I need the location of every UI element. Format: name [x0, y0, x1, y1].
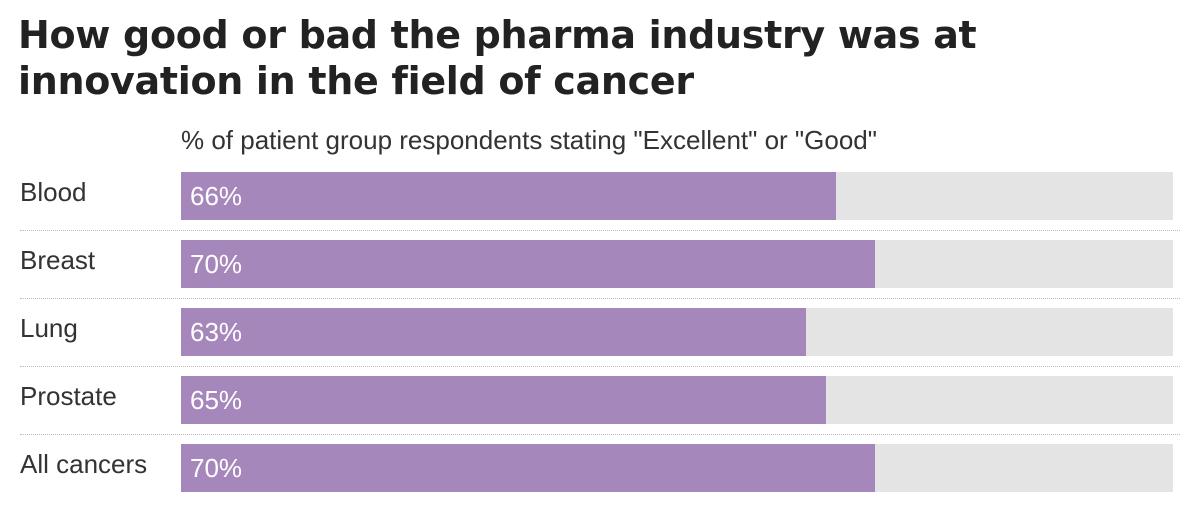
bar-value-label: 63%	[190, 317, 243, 347]
category-label: Blood	[20, 177, 87, 207]
bar-row: Lung 63%	[0, 308, 1200, 356]
bar: 66%	[181, 172, 836, 220]
bar-row: Prostate 65%	[0, 376, 1200, 424]
bar-track: 70%	[181, 240, 1173, 288]
bar: 65%	[181, 376, 826, 424]
chart-subtitle: % of patient group respondents stating "…	[181, 125, 877, 155]
bar-value-label: 66%	[190, 181, 243, 211]
bar-track: 66%	[181, 172, 1173, 220]
bar-value-label: 70%	[190, 249, 243, 279]
bar-row: Breast 70%	[0, 240, 1200, 288]
row-divider	[20, 298, 1180, 299]
row-divider	[20, 230, 1180, 231]
bar-track: 70%	[181, 444, 1173, 492]
bar-row: Blood 66%	[0, 172, 1200, 220]
chart-title: How good or bad the pharma industry was …	[18, 13, 977, 103]
bar-track: 63%	[181, 308, 1173, 356]
category-label: Lung	[20, 313, 78, 343]
category-label: Prostate	[20, 381, 117, 411]
bar: 63%	[181, 308, 806, 356]
bar: 70%	[181, 240, 875, 288]
bar-value-label: 65%	[190, 385, 243, 415]
row-divider	[20, 434, 1180, 435]
category-label: Breast	[20, 245, 96, 275]
row-divider	[20, 366, 1180, 367]
bar: 70%	[181, 444, 875, 492]
category-label: All cancers	[20, 449, 148, 479]
bar-track: 65%	[181, 376, 1173, 424]
bar-row: All cancers 70%	[0, 444, 1200, 492]
bar-value-label: 70%	[190, 453, 243, 483]
